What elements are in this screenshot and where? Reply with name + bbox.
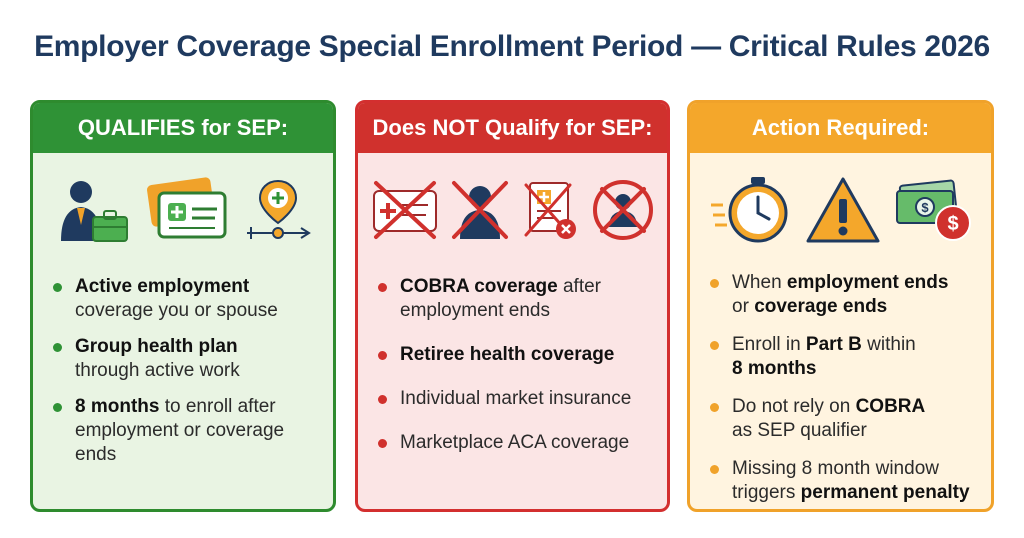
money-penalty-icon: $ $ [895, 179, 971, 241]
bullet-dot [378, 351, 387, 360]
rejected-document-icon [524, 182, 576, 239]
warning-icon [806, 177, 879, 243]
bullet-dot [378, 283, 387, 292]
bullet-dot [378, 395, 387, 404]
list-item: Group health plan through active work [51, 335, 323, 383]
not-qualify-header: Does NOT Qualify for SEP: [358, 103, 667, 153]
list-item: When employment ends or coverage ends [708, 271, 981, 319]
not-qualify-icons [358, 165, 667, 255]
crossed-retiree-icon [451, 181, 508, 239]
list-item: Do not rely on COBRA as SEP qualifier [708, 395, 981, 443]
crossed-insurance-card-icon [372, 181, 437, 239]
not-qualify-list: COBRA coverage after employment ends Ret… [376, 275, 657, 455]
stopwatch-icon [710, 177, 787, 243]
list-item: Active employment coverage you or spouse [51, 275, 323, 323]
list-item: Individual market insurance [376, 387, 657, 411]
svg-text:$: $ [921, 200, 929, 215]
list-item: COBRA coverage after employment ends [376, 275, 657, 323]
bullet-dot [53, 283, 62, 292]
medical-timeline-icon [247, 179, 311, 239]
bullet-dot [710, 341, 719, 350]
bullet-dot [710, 465, 719, 474]
qualifies-icons [33, 165, 333, 255]
employee-briefcase-icon [61, 181, 128, 242]
action-icons: $ $ [690, 165, 991, 255]
bullet-dot [378, 439, 387, 448]
action-header: Action Required: [690, 103, 991, 153]
action-list: When employment ends or coverage ends En… [708, 271, 981, 505]
bullet-dot [53, 403, 62, 412]
bullet-dot [53, 343, 62, 352]
list-item: Enroll in Part B within 8 months [708, 333, 981, 381]
svg-text:$: $ [947, 213, 958, 235]
action-panel: Action Required: $ $ When employm [687, 100, 994, 512]
health-insurance-card-icon [147, 177, 227, 239]
list-item: 8 months to enroll after employment or c… [51, 395, 323, 467]
qualifies-panel: QUALIFIES for SEP: [30, 100, 336, 512]
list-item: Missing 8 month window triggers permanen… [708, 457, 981, 505]
page-title: Employer Coverage Special Enrollment Per… [34, 30, 990, 63]
qualifies-header: QUALIFIES for SEP: [33, 103, 333, 153]
list-item: Marketplace ACA coverage [376, 431, 657, 455]
bullet-dot [710, 279, 719, 288]
not-qualify-panel: Does NOT Qualify for SEP: [355, 100, 670, 512]
prohibited-person-icon [592, 180, 653, 240]
list-item: Retiree health coverage [376, 343, 657, 367]
bullet-dot [710, 403, 719, 412]
qualifies-list: Active employment coverage you or spouse… [51, 275, 323, 467]
